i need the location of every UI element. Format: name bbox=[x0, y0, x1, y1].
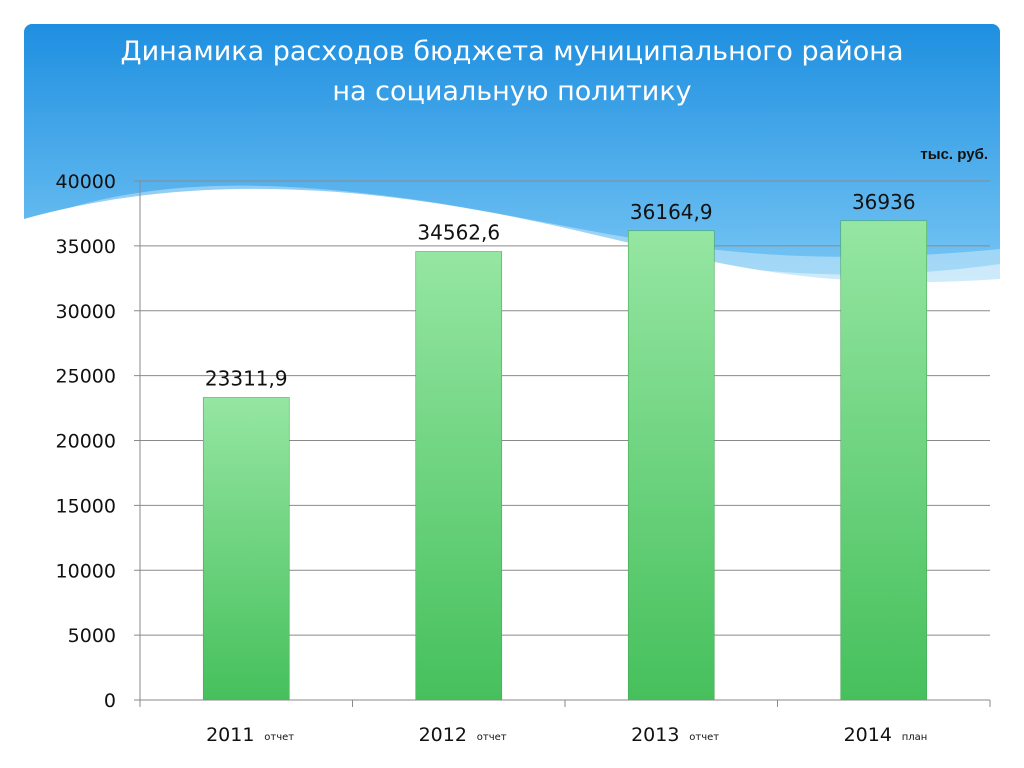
x-category-label: 2013 bbox=[631, 724, 679, 746]
slide-title-line-2: на социальную политику bbox=[332, 76, 692, 107]
y-tick-label: 20000 bbox=[56, 431, 116, 453]
x-category-note: план bbox=[902, 732, 928, 743]
x-category-label: 2011 bbox=[206, 724, 254, 746]
bars bbox=[202, 220, 928, 701]
y-tick-label: 10000 bbox=[56, 560, 116, 582]
unit-label: тыс. руб. bbox=[920, 146, 988, 163]
x-category-note: отчет bbox=[477, 732, 507, 743]
data-label: 36164,9 bbox=[630, 200, 713, 224]
y-tick-label: 40000 bbox=[56, 171, 116, 193]
slide-header-background bbox=[24, 24, 1000, 294]
y-tick-label: 0 bbox=[104, 690, 116, 712]
y-tick-label: 15000 bbox=[56, 495, 116, 517]
y-tick-label: 25000 bbox=[56, 366, 116, 388]
x-category-note: отчет bbox=[689, 732, 719, 743]
data-label: 23311,9 bbox=[205, 367, 288, 391]
y-tick-label: 30000 bbox=[56, 301, 116, 323]
axes bbox=[139, 181, 991, 707]
bar-2013 bbox=[627, 230, 715, 701]
x-category-label: 2012 bbox=[419, 724, 467, 746]
slide-title-line-1: Динамика расходов бюджета муниципального… bbox=[120, 36, 904, 67]
bar-2011 bbox=[202, 397, 290, 701]
bar-2014 bbox=[840, 220, 928, 701]
data-label: 34562,6 bbox=[417, 221, 500, 245]
labels: 0 5000 10000 15000 20000 25000 30000 35000 40000… bbox=[56, 171, 928, 746]
y-tick-label: 35000 bbox=[56, 236, 116, 258]
y-tick-label: 5000 bbox=[68, 625, 116, 647]
bar-2012 bbox=[415, 251, 503, 701]
x-category-note: отчет bbox=[264, 732, 294, 743]
slide-title: Динамика расходов бюджета муниципального… bbox=[24, 32, 1000, 112]
data-label: 36936 bbox=[852, 190, 916, 214]
x-category-label: 2014 bbox=[844, 724, 892, 746]
